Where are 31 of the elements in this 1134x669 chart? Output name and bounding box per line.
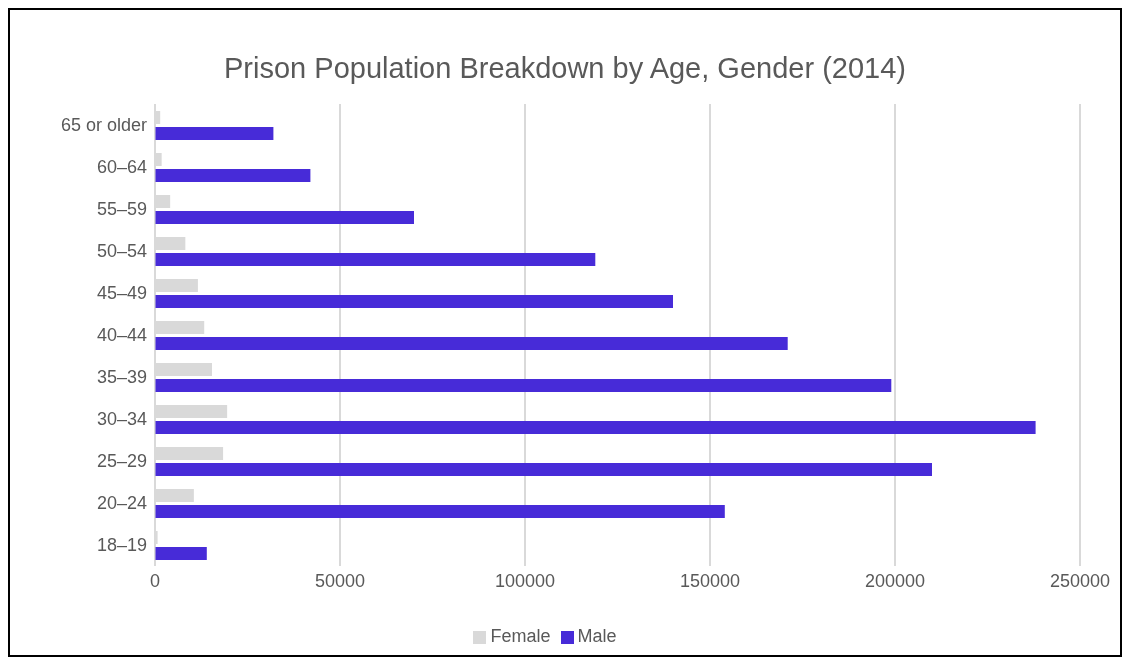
x-tick-label: 150000 (679, 570, 741, 591)
x-tick-label: 50000 (314, 570, 366, 591)
bar (155, 505, 725, 518)
x-tick-label: 200000 (864, 570, 926, 591)
legend-label: Female (490, 626, 551, 646)
x-tick-label: 0 (149, 570, 161, 591)
bar (155, 127, 274, 140)
y-tick-label: 20–24 (96, 493, 147, 514)
y-tick-label: 65 or older (60, 115, 147, 136)
y-tick-label: 30–34 (96, 409, 147, 430)
y-tick-label: 25–29 (96, 451, 147, 472)
y-tick-label: 18–19 (96, 535, 147, 556)
x-tick-label: 100000 (494, 570, 556, 591)
x-tick-label: 250000 (1049, 570, 1111, 591)
bar (155, 211, 414, 224)
bar (155, 337, 788, 350)
y-tick-label: 40–44 (96, 325, 147, 346)
bar (155, 295, 673, 308)
y-tick-label: 35–39 (96, 367, 147, 388)
y-tick-label: 50–54 (96, 241, 147, 262)
y-tick-label: 45–49 (96, 283, 147, 304)
y-tick-label: 55–59 (96, 199, 147, 220)
bar (155, 463, 932, 476)
legend-label: Male (577, 626, 617, 646)
y-tick-label: 60–64 (96, 157, 147, 178)
bar (155, 169, 311, 182)
chart-title: Prison Population Breakdown by Age, Gender (2014) (223, 51, 907, 86)
bar (155, 379, 892, 392)
bar (155, 253, 596, 266)
bar (155, 547, 207, 560)
bar (155, 421, 1036, 434)
